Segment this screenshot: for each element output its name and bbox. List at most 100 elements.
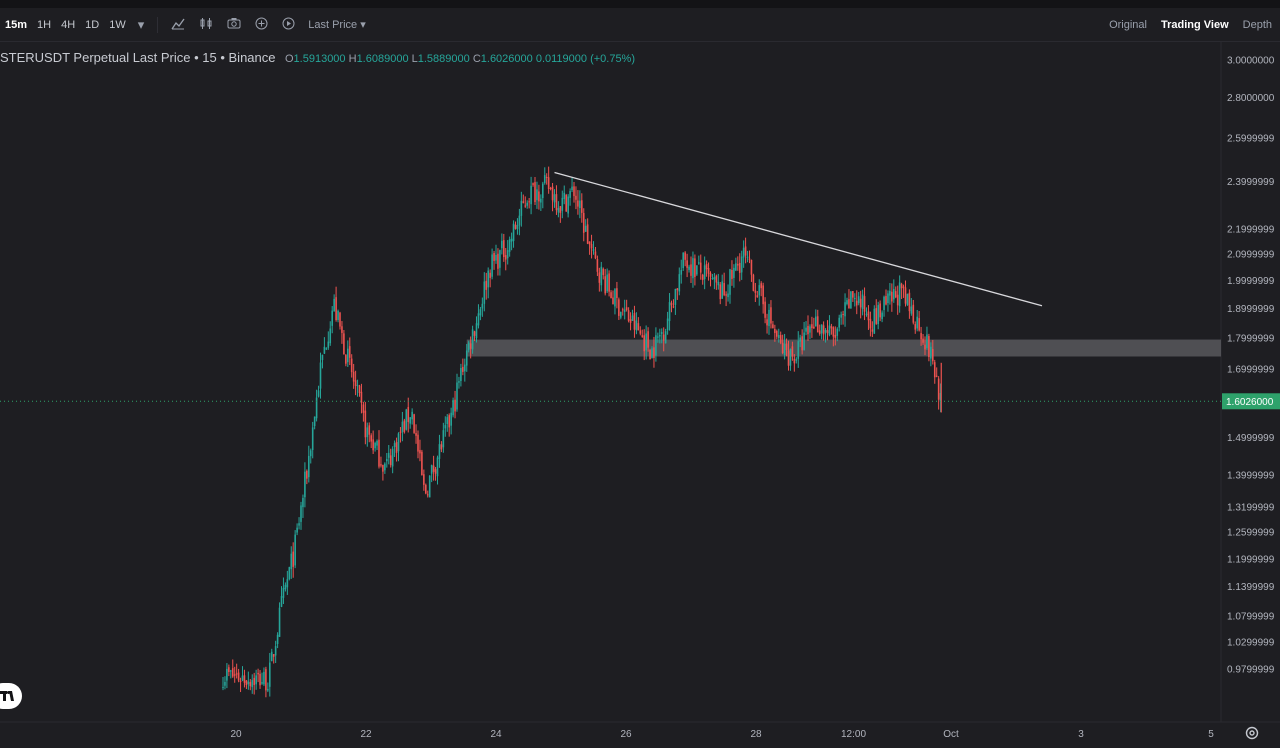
candle-body: [820, 324, 823, 334]
candle-body: [288, 567, 291, 580]
candle-body: [854, 298, 856, 300]
candle-body: [360, 391, 363, 403]
candle-body: [450, 412, 452, 426]
candle-body: [926, 334, 928, 349]
candle-body: [668, 302, 671, 322]
candle-body: [836, 328, 839, 336]
candle-body: [838, 317, 840, 328]
candle-body: [885, 296, 887, 305]
candle-body: [711, 278, 714, 280]
x-tick-label: 22: [360, 729, 372, 740]
candle-body: [378, 439, 380, 467]
candle-body: [380, 464, 382, 466]
candle-body: [222, 686, 224, 688]
candle-body: [602, 268, 605, 276]
last-price-tag: [1222, 393, 1280, 410]
chevron-down-icon[interactable]: ▾: [137, 16, 145, 32]
candle-body: [542, 183, 544, 199]
chart-legend: STERUSDT Perpetual Last Price • 15 • Bin…: [0, 50, 635, 65]
candle-body: [506, 250, 509, 259]
replay-icon[interactable]: [275, 17, 302, 33]
y-tick-label: 3.0000000: [1227, 56, 1275, 67]
view-trading-view[interactable]: Trading View: [1160, 19, 1229, 31]
candle-body: [247, 681, 250, 685]
support-zone[interactable]: [466, 339, 1221, 357]
price-chart[interactable]: 3.0000000 2.8000000 2.5999999 2.3999999 2.19…: [0, 42, 1280, 748]
timeframe-1w[interactable]: 1W: [109, 18, 126, 31]
candle-body: [729, 269, 731, 295]
close-value: 1.6026000: [480, 53, 533, 65]
candle-body: [937, 378, 940, 400]
candle-body: [347, 348, 349, 363]
candle-body: [881, 312, 883, 320]
timeframe-1h[interactable]: 1H: [37, 18, 52, 31]
timeframe-4h[interactable]: 4H: [61, 18, 76, 31]
candle-body: [444, 425, 447, 429]
y-tick-label: 2.8000000: [1227, 93, 1275, 104]
candle-body: [588, 241, 591, 245]
y-tick-label: 1.9999999: [1227, 276, 1275, 287]
view-original[interactable]: Original: [1109, 19, 1147, 31]
plus-circle-icon[interactable]: [248, 17, 275, 33]
candle-body: [491, 254, 493, 277]
candle-body: [811, 324, 813, 329]
candle-body: [740, 256, 743, 273]
candle-body: [910, 306, 913, 314]
candle-body: [241, 675, 244, 681]
candle-body: [364, 410, 367, 438]
camera-icon[interactable]: [220, 17, 248, 32]
candle-body: [830, 326, 833, 329]
x-tick-label: 20: [230, 729, 242, 740]
candle-body: [467, 342, 470, 351]
candle-body: [799, 337, 801, 342]
timeframe-15m[interactable]: 15m: [5, 18, 28, 31]
candle-body: [292, 551, 294, 567]
candle-body: [358, 385, 361, 393]
candle-body: [824, 330, 827, 333]
candle-body: [276, 634, 279, 645]
indicators-icon[interactable]: [164, 17, 192, 33]
y-tick-label: 0.9799999: [1227, 664, 1275, 675]
x-tick-label: 3: [1078, 729, 1084, 740]
candle-body: [376, 440, 378, 446]
candle-body: [516, 225, 519, 230]
candle-body: [618, 299, 620, 316]
candle-body: [224, 681, 226, 686]
candle-body: [300, 505, 302, 522]
y-tick-label: 2.1999999: [1227, 224, 1275, 235]
candle-body: [432, 465, 435, 472]
candle-body: [760, 283, 762, 289]
candle-body: [228, 667, 230, 672]
candle-body: [387, 452, 390, 458]
candle-body: [483, 281, 486, 304]
candle-body: [807, 325, 809, 335]
candle-body: [540, 198, 542, 203]
settings-gear-icon[interactable]: [1244, 726, 1260, 742]
candle-body: [797, 341, 800, 359]
candle-body: [569, 191, 571, 198]
trendline[interactable]: [554, 171, 1043, 307]
y-tick-label: 1.8999999: [1227, 304, 1275, 315]
candle-body: [627, 310, 630, 321]
candle-body: [604, 276, 606, 294]
candle-body: [382, 464, 384, 472]
x-tick-label: 24: [490, 729, 502, 740]
candle-body: [255, 675, 257, 685]
candle-body: [239, 680, 242, 682]
candle-style-icon[interactable]: [192, 17, 220, 33]
candle-body: [489, 272, 491, 278]
candle-body: [758, 285, 761, 296]
timeframe-1d[interactable]: 1D: [85, 18, 100, 31]
candle-body: [356, 384, 359, 387]
candle-body: [818, 330, 821, 334]
low-label: L: [411, 53, 418, 65]
candle-body: [475, 323, 478, 339]
view-depth[interactable]: Depth: [1242, 19, 1272, 31]
candle-body: [456, 382, 458, 410]
low-value: 1.5889000: [417, 53, 470, 65]
candle-body: [770, 307, 772, 324]
candle-body: [368, 425, 371, 435]
candle-body: [543, 175, 546, 183]
candle-body: [426, 494, 429, 496]
price-mode-select[interactable]: Last Price ▾: [308, 18, 366, 31]
